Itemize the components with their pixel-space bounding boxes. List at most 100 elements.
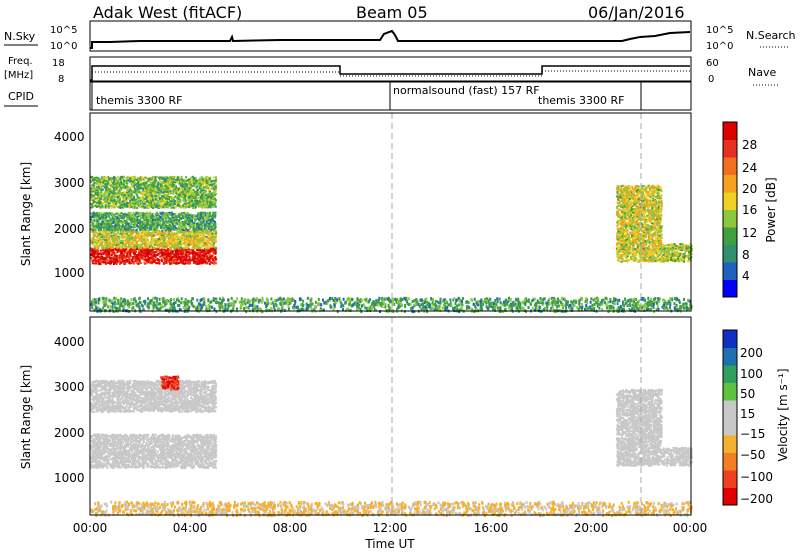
data-pixel [205, 235, 208, 238]
data-pixel [187, 238, 190, 241]
data-pixel [198, 236, 201, 239]
data-pixel [156, 238, 159, 241]
data-pixel [182, 225, 185, 228]
data-pixel [109, 226, 112, 229]
data-pixel [101, 241, 104, 244]
data-pixel [99, 223, 102, 226]
data-pixel [137, 220, 139, 223]
data-pixel [121, 213, 124, 215]
data-pixel [173, 225, 175, 228]
data-pixel [121, 236, 124, 239]
data-pixel [212, 252, 215, 255]
data-pixel [113, 215, 116, 218]
data-pixel [113, 253, 116, 256]
data-pixel [139, 251, 142, 254]
cpid-segment-1: themis 3300 RF [96, 94, 183, 107]
data-pixel [109, 218, 112, 221]
data-pixel [101, 221, 104, 224]
data-pixel [198, 247, 200, 249]
data-pixel [209, 225, 212, 228]
data-pixel [123, 263, 126, 265]
data-pixel [116, 260, 119, 263]
data-pixel [204, 223, 206, 226]
data-pixel [158, 262, 161, 265]
data-pixel [214, 214, 217, 217]
data-pixel [186, 229, 189, 231]
data-pixel [199, 225, 202, 228]
data-pixel [181, 230, 184, 233]
data-pixel [134, 217, 137, 220]
data-pixel [209, 255, 212, 258]
data-pixel [211, 226, 214, 229]
data-pixel [186, 231, 189, 234]
data-pixel [213, 260, 216, 263]
data-pixel [141, 242, 144, 245]
data-pixel [176, 219, 179, 222]
data-pixel [193, 243, 196, 246]
data-pixel [123, 225, 126, 228]
data-pixel [169, 240, 172, 243]
data-pixel [122, 220, 124, 223]
data-pixel [129, 212, 132, 215]
data-pixel [172, 244, 175, 247]
data-pixel [130, 238, 133, 241]
data-pixel [139, 253, 142, 256]
data-pixel [172, 227, 175, 230]
data-pixel [185, 238, 188, 240]
data-pixel [92, 212, 95, 215]
data-pixel [137, 262, 140, 265]
data-pixel [200, 261, 203, 264]
data-pixel [129, 232, 132, 235]
data-pixel [176, 214, 179, 217]
data-pixel [118, 223, 120, 226]
data-pixel [202, 250, 205, 253]
data-pixel [167, 237, 170, 240]
data-pixel [113, 243, 116, 246]
data-pixel [93, 235, 96, 237]
data-pixel [109, 258, 112, 261]
data-pixel [200, 231, 203, 234]
data-pixel [90, 229, 93, 232]
data-pixel [177, 254, 180, 257]
data-pixel [147, 250, 150, 253]
data-pixel [119, 240, 121, 243]
data-pixel [180, 255, 182, 258]
data-pixel [114, 245, 117, 248]
data-pixel [182, 255, 185, 258]
data-pixel [152, 181, 154, 184]
data-pixel [140, 248, 142, 251]
data-pixel [179, 217, 181, 220]
data-pixel [147, 249, 150, 252]
data-pixel [93, 218, 96, 221]
data-pixel [116, 217, 119, 220]
data-pixel [105, 262, 108, 264]
data-pixel [190, 214, 193, 217]
data-pixel [144, 222, 147, 225]
data-pixel [169, 233, 172, 236]
data-pixel [171, 222, 174, 225]
data-pixel [200, 237, 203, 239]
data-pixel [209, 233, 212, 236]
data-pixel [186, 240, 189, 243]
data-pixel [188, 217, 191, 220]
data-pixel [172, 242, 175, 245]
nsky-frame [89, 20, 692, 52]
beam-title: Beam 05 [356, 3, 428, 22]
data-pixel [183, 214, 186, 217]
data-pixel [175, 262, 178, 265]
data-pixel [187, 184, 190, 187]
data-pixel [99, 252, 102, 255]
nsearch-tick-bottom: 10^0 [706, 41, 733, 52]
data-pixel [194, 229, 197, 232]
data-pixel [127, 214, 130, 217]
data-pixel [105, 247, 108, 250]
data-pixel [165, 226, 168, 229]
data-pixel [139, 215, 142, 217]
data-pixel [108, 237, 111, 240]
data-pixel [127, 218, 130, 221]
data-pixel [105, 212, 108, 215]
data-pixel [131, 218, 134, 221]
data-pixel [125, 239, 128, 242]
data-pixel [194, 243, 197, 246]
data-pixel [104, 217, 107, 220]
